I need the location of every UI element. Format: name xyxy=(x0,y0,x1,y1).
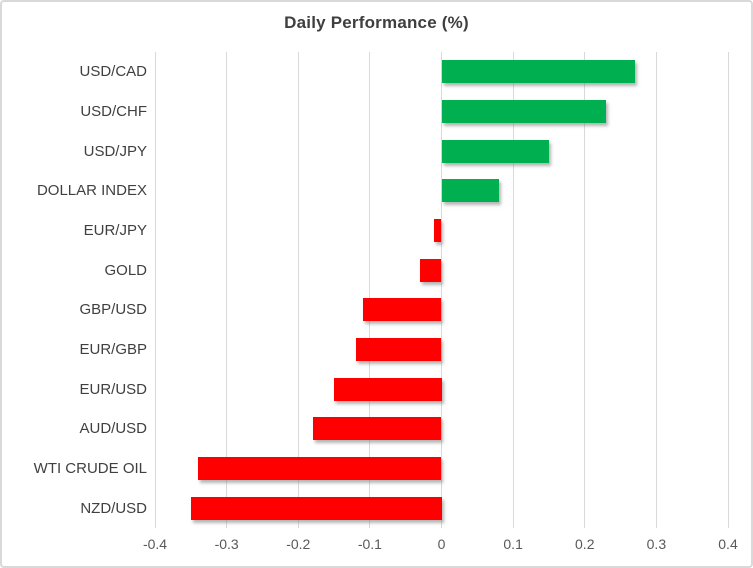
bar-eur-usd xyxy=(334,377,442,401)
category-label-dollar-index: DOLLAR INDEX xyxy=(36,182,147,200)
category-label-gold: GOLD xyxy=(104,261,147,279)
category-label-nzd-usd: NZD/USD xyxy=(80,499,147,517)
gridline xyxy=(369,52,371,528)
bar-usd-chf xyxy=(441,100,607,123)
x-tick-label-0.2: 0.2 xyxy=(575,536,595,552)
bar-dollar-index xyxy=(441,179,499,203)
x-tick-label-0.3: 0.3 xyxy=(646,536,667,552)
gridline xyxy=(154,52,156,528)
category-label-eur-usd: EUR/USD xyxy=(79,380,147,398)
category-label-wti-crude-oil: WTI CRUDE OIL xyxy=(33,459,147,477)
category-label-eur-gbp: EUR/GBP xyxy=(79,340,147,358)
x-tick-label-0: 0 xyxy=(437,536,446,552)
bar-usd-jpy xyxy=(441,139,549,163)
category-axis: USD/CAD USD/CHF USD/JPY DOLLAR INDEX EUR/JPY… xyxy=(2,52,147,528)
x-tick-label--0.4: -0.4 xyxy=(142,536,168,552)
bar-eur-gbp xyxy=(355,338,442,361)
value-axis: -0.4 -0.3 -0.2 -0.1 0 0.1 0.2 0.3 0.4 xyxy=(143,536,738,556)
bar-eur-jpy xyxy=(434,219,442,242)
category-label-gbp-usd: GBP/USD xyxy=(79,301,147,319)
bar-nzd-usd xyxy=(190,496,442,520)
category-label-usd-jpy: USD/JPY xyxy=(83,142,147,160)
gridline xyxy=(297,52,299,528)
zero-gridline xyxy=(441,52,442,528)
bar-wti-crude-oil xyxy=(197,457,442,480)
category-label-eur-jpy: EUR/JPY xyxy=(83,221,147,239)
gridline xyxy=(655,52,657,528)
plot-area xyxy=(154,52,729,528)
gridline xyxy=(584,52,586,528)
gridline xyxy=(226,52,228,528)
gridline xyxy=(727,52,729,528)
bar-gold xyxy=(420,258,442,282)
gridline xyxy=(512,52,514,528)
x-tick-label-0.4: 0.4 xyxy=(718,536,738,552)
x-tick-label-0.1: 0.1 xyxy=(503,536,523,552)
category-label-usd-cad: USD/CAD xyxy=(79,63,147,81)
category-label-usd-chf: USD/CHF xyxy=(80,102,147,120)
bar-aud-usd xyxy=(312,417,442,441)
x-tick-label--0.3: -0.3 xyxy=(214,536,239,552)
x-tick-label--0.1: -0.1 xyxy=(357,536,382,552)
bar-gbp-usd xyxy=(362,298,442,322)
category-label-aud-usd: AUD/USD xyxy=(79,420,147,438)
x-tick-label--0.2: -0.2 xyxy=(286,536,311,552)
bar-usd-cad xyxy=(441,60,635,84)
chart-title: Daily Performance (%) xyxy=(284,13,469,32)
